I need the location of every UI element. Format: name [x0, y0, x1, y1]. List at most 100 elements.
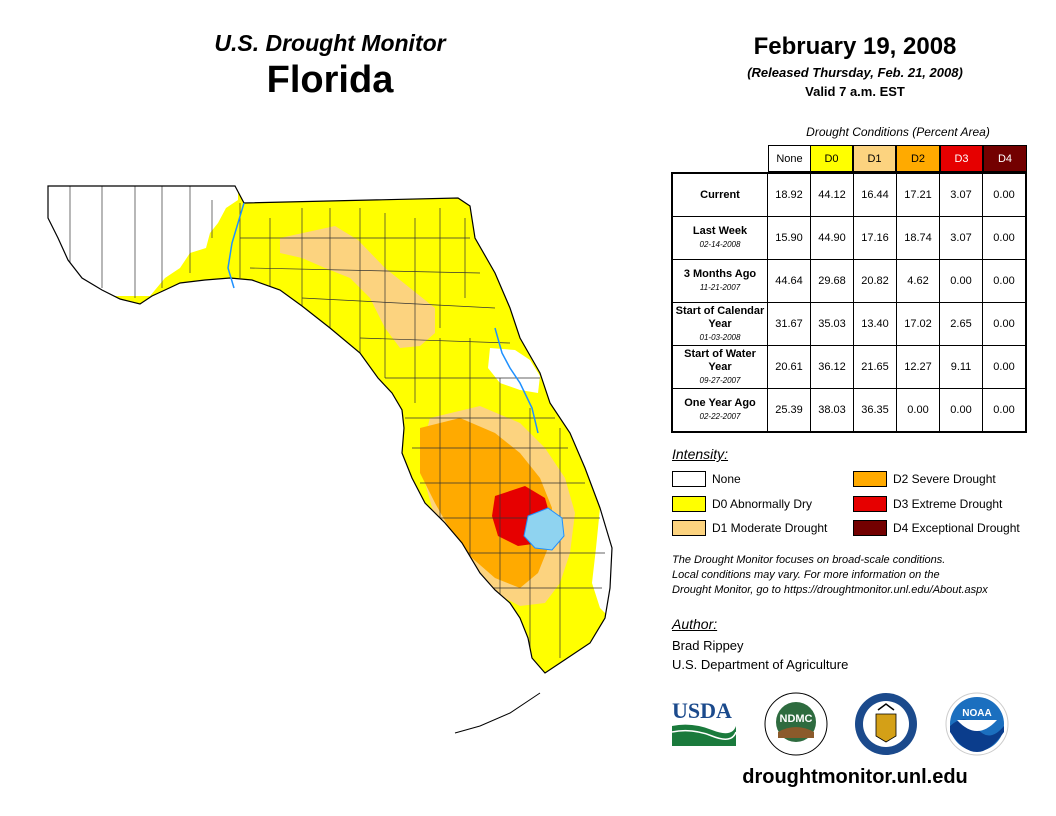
intensity-title: Intensity:	[672, 446, 729, 462]
cell-d4: 0.00	[982, 172, 1027, 217]
cell-d1: 36.35	[853, 388, 897, 433]
legend-label: D0 Abnormally Dry	[712, 497, 813, 511]
table-row: Current 18.92 44.12 16.44 17.21 3.07 0.00	[671, 172, 1027, 217]
usda-logo-text: USDA	[672, 698, 732, 723]
row-label: 3 Months Ago 11-21-2007	[671, 259, 768, 303]
legend-swatch	[853, 520, 887, 536]
cell-d3: 2.65	[939, 302, 983, 346]
cell-d4: 0.00	[982, 302, 1027, 346]
column-header-d3: D3	[940, 145, 983, 172]
none-area-northeast	[488, 348, 540, 393]
author-org: U.S. Department of Agriculture	[672, 657, 849, 672]
cell-d4: 0.00	[982, 345, 1027, 389]
lake-okeechobee	[523, 507, 565, 551]
row-label: Start of Calendar Year 01-03-2008	[671, 302, 768, 346]
legend-item: None	[672, 470, 741, 488]
cell-d2: 4.62	[896, 259, 940, 303]
state-outline	[47, 185, 613, 674]
d1-area-north	[280, 226, 435, 348]
note-line-3: Drought Monitor, go to https://droughtmo…	[672, 584, 988, 596]
row-date: 09-27-2007	[699, 375, 741, 385]
column-header-none: None	[768, 145, 811, 172]
florida-keys	[454, 692, 541, 734]
legend-item: D1 Moderate Drought	[672, 519, 827, 537]
author-title: Author:	[672, 616, 718, 632]
cell-d2: 17.02	[896, 302, 940, 346]
legend-swatch	[853, 496, 887, 512]
st-johns-river	[494, 327, 539, 434]
apalachicola-river	[227, 202, 245, 289]
table-caption: Drought Conditions (Percent Area)	[806, 125, 990, 139]
column-header-d0: D0	[810, 145, 853, 172]
cell-none: 18.92	[767, 172, 811, 217]
row-label: Last Week 02-14-2008	[671, 216, 768, 260]
cell-d3: 9.11	[939, 345, 983, 389]
row-date: 02-14-2008	[699, 240, 741, 249]
author-name: Brad Rippey	[672, 638, 744, 653]
cell-d3: 3.07	[939, 216, 983, 260]
disclaimer-note: The Drought Monitor focuses on broad-sca…	[672, 553, 1042, 598]
row-date: 01-03-2008	[699, 332, 741, 342]
cell-none: 15.90	[767, 216, 811, 260]
row-date: 11-21-2007	[699, 283, 741, 292]
row-label-text: One Year Ago	[684, 397, 756, 409]
state-title: Florida	[266, 59, 394, 101]
row-label-text: Current	[700, 188, 740, 201]
release-date: (Released Thursday, Feb. 21, 2008)	[747, 65, 963, 80]
county-lines	[69, 186, 605, 668]
note-line-1: The Drought Monitor focuses on broad-sca…	[672, 554, 946, 566]
legend-item: D0 Abnormally Dry	[672, 495, 812, 513]
cell-d1: 17.16	[853, 216, 897, 260]
cell-d1: 20.82	[853, 259, 897, 303]
cell-d0: 44.90	[810, 216, 854, 260]
legend-label: D4 Exceptional Drought	[893, 521, 1020, 535]
column-header-d2: D2	[896, 145, 940, 172]
cell-d3: 3.07	[939, 172, 983, 217]
cell-d0: 29.68	[810, 259, 854, 303]
website-url[interactable]: droughtmonitor.unl.edu	[742, 766, 968, 788]
cell-none: 25.39	[767, 388, 811, 433]
cell-d1: 21.65	[853, 345, 897, 389]
title-block: U.S. Drought Monitor Florida	[170, 30, 490, 102]
noaa-logo: NOAA	[945, 692, 1009, 761]
map-subtitle: U.S. Drought Monitor	[214, 30, 446, 56]
table-row: One Year Ago 02-22-2007 25.39 38.03 36.35 0.0…	[671, 388, 1027, 433]
cell-d4: 0.00	[982, 388, 1027, 433]
legend-item: D4 Exceptional Drought	[853, 519, 1020, 537]
note-line-2: Local conditions may vary. For more info…	[672, 569, 940, 581]
cell-d1: 13.40	[853, 302, 897, 346]
cell-d2: 0.00	[896, 388, 940, 433]
cell-d0: 35.03	[810, 302, 854, 346]
row-label-text: Start of Water Year	[684, 347, 756, 373]
ndmc-logo: NDMC	[764, 692, 828, 761]
cell-d3: 0.00	[939, 259, 983, 303]
table-row: Start of Water Year 09-27-2007 20.61 36.12 2…	[671, 345, 1027, 389]
map-date: February 19, 2008	[753, 33, 957, 60]
cell-none: 20.61	[767, 345, 811, 389]
cell-none: 31.67	[767, 302, 811, 346]
cell-d0: 38.03	[810, 388, 854, 433]
table-row: 3 Months Ago 11-21-2007 44.64 29.68 20.82 4.6…	[671, 259, 1027, 303]
row-date: 02-22-2007	[699, 412, 741, 421]
florida-drought-map	[47, 185, 613, 734]
legend-label: D2 Severe Drought	[893, 472, 996, 486]
drought-conditions-table: Current 18.92 44.12 16.44 17.21 3.07 0.00 Last …	[671, 172, 1027, 433]
row-label: Current	[671, 172, 768, 217]
commerce-seal	[854, 692, 918, 761]
row-label-text: 3 Months Ago	[683, 268, 757, 280]
row-label: One Year Ago 02-22-2007	[671, 388, 768, 433]
table-row: Start of Calendar Year 01-03-2008 31.67 35.…	[671, 302, 1027, 346]
ndmc-logo-text: NDMC	[780, 713, 813, 725]
usda-logo: USDA	[671, 692, 737, 751]
column-header-d4: D4	[983, 145, 1027, 172]
legend-item: D3 Extreme Drought	[853, 495, 1002, 513]
cell-d4: 0.00	[982, 216, 1027, 260]
row-label-text: Start of Calendar Year	[675, 304, 765, 330]
table-row: Last Week 02-14-2008 15.90 44.90 17.16 18.74 3…	[671, 216, 1027, 260]
none-area-panhandle	[48, 186, 238, 296]
legend-swatch	[672, 520, 706, 536]
legend-swatch	[853, 471, 887, 487]
legend-swatch	[672, 471, 706, 487]
legend-swatch	[672, 496, 706, 512]
column-header-d1: D1	[853, 145, 896, 172]
